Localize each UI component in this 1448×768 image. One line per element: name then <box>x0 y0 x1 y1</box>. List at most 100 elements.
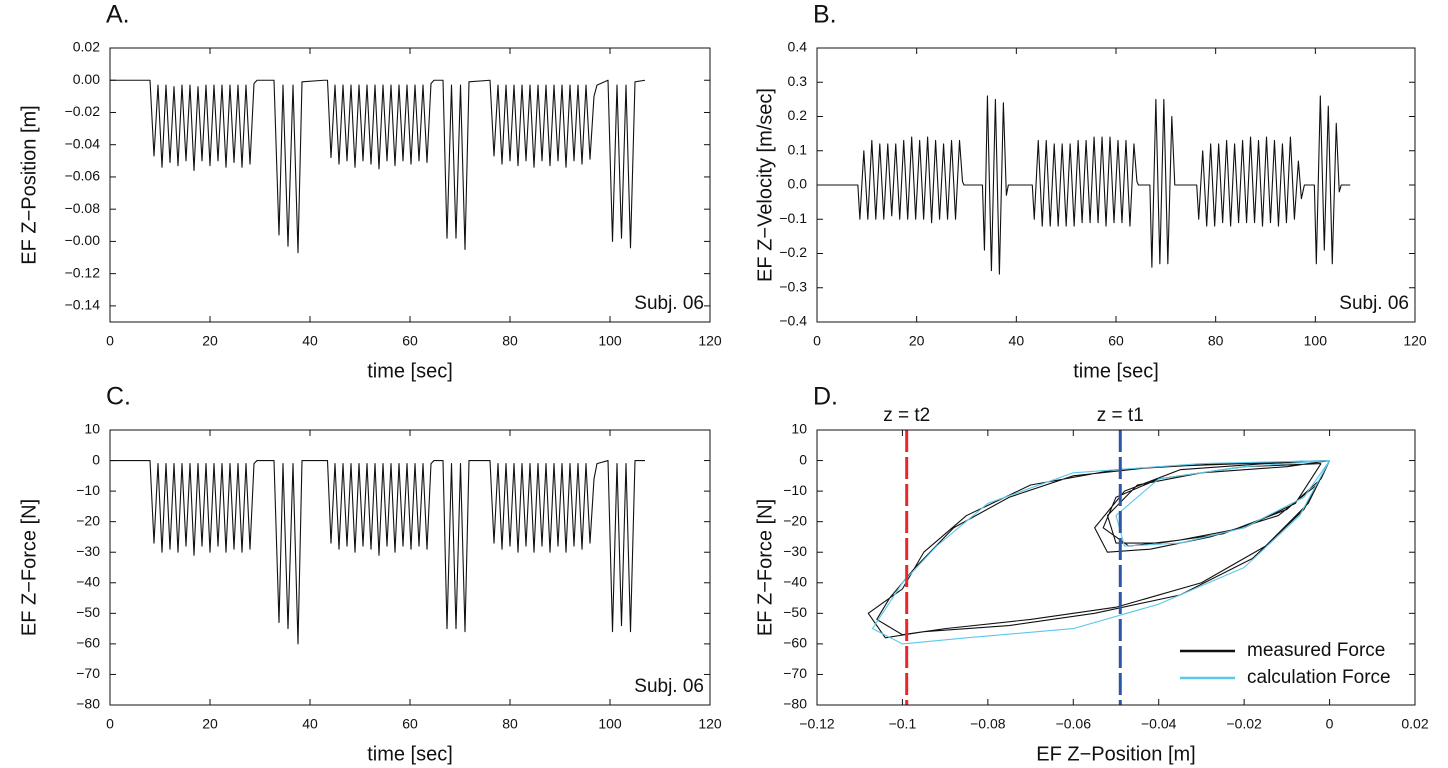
x-axis-label: EF Z−Position [m] <box>1036 743 1196 765</box>
y-tick-label: −0.3 <box>779 278 807 294</box>
y-tick-label: 0 <box>92 451 100 467</box>
y-tick-label: −70 <box>76 665 100 681</box>
x-tick-label: 20 <box>909 333 925 349</box>
y-tick-label: 0.0 <box>788 176 808 192</box>
x-tick-label: −0.04 <box>1141 716 1177 732</box>
y-tick-label: −10 <box>783 482 807 498</box>
x-tick-label: 0 <box>1326 716 1334 732</box>
panel-label: C. <box>106 383 131 411</box>
x-tick-label: −0.1 <box>889 716 917 732</box>
x-tick-label: 60 <box>402 333 418 349</box>
y-tick-label: −20 <box>783 512 807 528</box>
y-tick-label: 0.4 <box>788 39 808 55</box>
y-tick-label: −0.2 <box>779 244 807 260</box>
y-tick-label: −0.04 <box>65 135 101 151</box>
annotation: Subj. 06 <box>634 676 704 697</box>
y-tick-label: −10 <box>76 482 100 498</box>
panel-label: B. <box>813 1 837 29</box>
y-tick-label: 10 <box>84 421 100 437</box>
x-tick-label: 40 <box>302 333 318 349</box>
y-tick-label: −0.12 <box>65 264 101 280</box>
plot-lines <box>110 79 646 254</box>
x-tick-label: 120 <box>698 333 722 349</box>
plot-lines <box>110 460 645 645</box>
x-axis-label: time [sec] <box>367 743 453 765</box>
x-tick-label: 20 <box>202 333 218 349</box>
data-line <box>817 95 1351 275</box>
data-line <box>871 460 1331 645</box>
x-tick-label: −0.02 <box>1226 716 1262 732</box>
y-tick-label: −80 <box>76 696 100 712</box>
y-tick-label: −40 <box>783 573 807 589</box>
x-tick-label: −0.12 <box>799 716 835 732</box>
y-tick-label: −30 <box>783 543 807 559</box>
y-tick-label: 0.02 <box>73 39 100 55</box>
y-tick-label: 10 <box>791 421 807 437</box>
y-tick-label: −80 <box>783 696 807 712</box>
x-tick-label: 0.02 <box>1401 716 1428 732</box>
x-tick-label: 80 <box>502 716 518 732</box>
annotation: Subj. 06 <box>634 293 704 314</box>
x-tick-label: 0 <box>106 333 114 349</box>
plot-frame <box>816 47 1416 323</box>
y-tick-label: −30 <box>76 543 100 559</box>
plot-frame <box>816 429 1416 706</box>
legend-label: calculation Force <box>1247 667 1391 688</box>
y-axis-label: EF Z−Force [N] <box>754 499 776 636</box>
panel: C.time [sec]EF Z−Force [N]0 20 40 60 80 100 12… <box>18 383 722 766</box>
y-tick-label: 0.00 <box>73 71 100 87</box>
marker-label: z = t1 <box>1097 405 1144 426</box>
y-axis-label: EF Z−Position [m] <box>18 105 40 265</box>
y-tick-label: 0.1 <box>788 141 808 157</box>
x-tick-label: 0 <box>813 333 821 349</box>
marker-label: z = t2 <box>883 405 930 426</box>
y-axis-label: EF Z−Velocity [m/sec] <box>754 88 776 282</box>
panel: B. time [sec] EF Z−Velocity [m/sec] 0 20 40 60… <box>754 1 1427 383</box>
y-tick-label: −0.06 <box>65 168 101 184</box>
y-tick-label: −70 <box>783 665 807 681</box>
x-axis-label: time [sec] <box>1073 360 1159 382</box>
x-tick-label: 60 <box>402 716 418 732</box>
legend-label: measured Force <box>1247 640 1385 661</box>
y-tick-label: −0.14 <box>65 297 101 313</box>
y-tick-label: −0.4 <box>779 313 807 329</box>
y-tick-label: −0.00 <box>65 232 101 248</box>
panel: D. EF Z−Position [m] EF Z−Force [N] −0.12 −0… <box>754 383 1429 766</box>
x-tick-label: 120 <box>698 716 722 732</box>
panel-label: D. <box>813 383 838 411</box>
y-tick-label: −60 <box>76 635 100 651</box>
x-tick-label: −0.08 <box>970 716 1006 732</box>
y-tick-label: −0.08 <box>65 200 101 216</box>
y-tick-label: −60 <box>783 635 807 651</box>
data-line <box>867 460 1331 639</box>
y-tick-label: 0 <box>799 451 807 467</box>
y-tick-label: −0.02 <box>65 103 101 119</box>
y-tick-label: 0.2 <box>788 107 808 123</box>
panel: A. time [sec] EF Z−Position [m] 0 20 40 60 80 10… <box>18 1 722 383</box>
y-tick-label: −20 <box>76 512 100 528</box>
annotation: Subj. 06 <box>1339 293 1409 314</box>
plot-frame <box>109 47 711 323</box>
y-tick-label: 0.3 <box>788 73 808 89</box>
y-tick-label: −40 <box>76 573 100 589</box>
x-tick-label: 60 <box>1108 333 1124 349</box>
plot-frame <box>109 429 711 706</box>
x-tick-label: 80 <box>1208 333 1224 349</box>
x-tick-label: 120 <box>1403 333 1427 349</box>
y-axis-label: EF Z−Force [N] <box>18 499 40 636</box>
x-tick-label: 40 <box>1009 333 1025 349</box>
data-line <box>110 79 646 254</box>
data-line <box>110 460 645 645</box>
x-tick-label: 0 <box>106 716 114 732</box>
x-tick-label: 100 <box>598 333 622 349</box>
y-tick-label: −50 <box>76 604 100 620</box>
panel-label: A. <box>106 1 130 29</box>
x-tick-label: 100 <box>1304 333 1328 349</box>
y-tick-label: −50 <box>783 604 807 620</box>
plot-lines <box>817 95 1351 275</box>
y-tick-label: −0.1 <box>779 210 807 226</box>
x-tick-label: 20 <box>202 716 218 732</box>
x-tick-label: 100 <box>598 716 622 732</box>
x-tick-label: −0.06 <box>1056 716 1092 732</box>
